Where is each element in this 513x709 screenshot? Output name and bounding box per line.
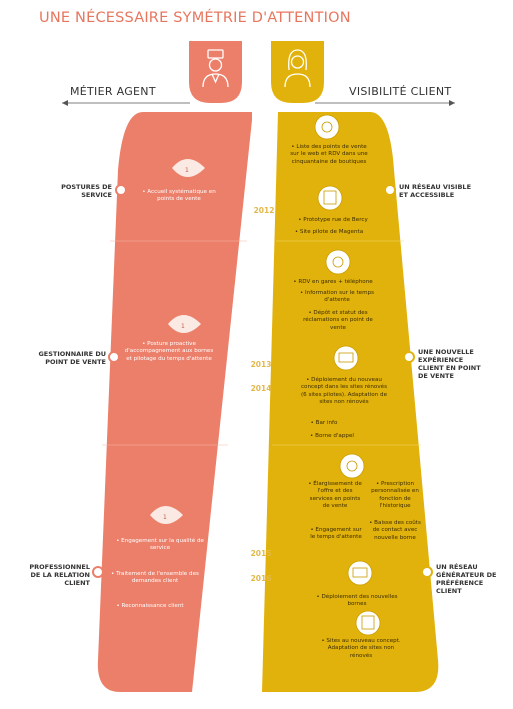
year-2013: 2013 [250, 360, 272, 369]
agent-avatar-box [189, 41, 242, 103]
agent-item-accueil: • Accueil systématique en points de vent… [142, 189, 216, 203]
client-item-nouveau-concept: • Sites au nouveau concept. Adaptation d… [321, 638, 401, 659]
agent-item-traitement: • Traitement de l'ensemble des demandes … [111, 571, 199, 585]
client-connectors [384, 184, 433, 578]
svg-text:1: 1 [163, 514, 167, 521]
agent-connectors [92, 184, 127, 578]
leaf-icon: 1 [168, 315, 201, 333]
client-item-engagement-temps: • Engagement sur le temps d'attente [310, 527, 362, 541]
right-label-1: UN RÉSEAU VISIBLE ET ACCESSIBLE [399, 183, 472, 199]
svg-text:1: 1 [185, 167, 189, 174]
agent-item-engagement: • Engagement sur la qualité de service [116, 538, 204, 552]
svg-text:1: 1 [181, 323, 185, 330]
year-2015: 2015 [250, 549, 272, 558]
laptop-icon [347, 560, 373, 586]
connector-dot-2 [108, 351, 120, 363]
agent-item-reconnaissance: • Reconnaissance client [116, 603, 184, 609]
connector-dot-4 [384, 184, 396, 196]
client-item-info-attente: • Information sur le temps d'attente [299, 290, 375, 304]
woman-face-icon [314, 114, 340, 140]
client-item-reclamations: • Dépôt et statut des réclamations en po… [303, 310, 373, 331]
left-label-2: GESTIONNAIRE DU POINT DE VENTE [38, 350, 106, 366]
agent-avatar-icon [202, 49, 229, 88]
client-item-deploiement: • Déploiement du nouveau concept dans le… [300, 377, 388, 405]
year-2012: 2012 [253, 206, 275, 215]
client-item-bornes: • Déploiement des nouvelles bornes [316, 594, 398, 608]
agent-column [97, 112, 252, 692]
woman-face-icon [339, 453, 365, 479]
client-avatar-icon [284, 49, 311, 88]
connector-dot-5 [403, 351, 415, 363]
right-arrow-head [449, 100, 455, 106]
right-label-3: UN RÉSEAU GÉNÉRATEUR DE PRÉFÉRENCE CLIEN… [436, 563, 497, 595]
left-arrow-head [62, 100, 68, 106]
client-item-bar-info: • Bar info [310, 420, 338, 426]
connector-dot-1 [115, 184, 127, 196]
left-header: MÉTIER AGENT [70, 85, 156, 98]
laptop-icon [333, 345, 359, 371]
year-2014: 2014 [250, 384, 272, 393]
client-item-elargissement: • Élargissement de l'offre et des servic… [308, 481, 362, 509]
client-item-borne-appel: • Borne d'appel [310, 433, 354, 439]
left-label-1: POSTURES DE SERVICE [61, 183, 112, 199]
agent-item-posture: • Posture proactive d'accompagnement aux… [124, 341, 214, 362]
connector-dot-3 [92, 566, 104, 578]
client-column [262, 112, 439, 692]
leaf-icon: 1 [172, 159, 205, 177]
right-label-2: UNE NOUVELLE EXPÉRIENCE CLIENT EN POINT … [418, 348, 481, 380]
left-label-3: PROFESSIONNEL DE LA RELATION CLIENT [29, 563, 90, 587]
woman-face-icon [325, 249, 351, 275]
leaf-icon: 1 [150, 506, 183, 524]
year-2016: 2016 [250, 574, 272, 583]
client-item-prototype: • Prototype rue de Bercy [298, 217, 368, 223]
client-item-magenta: • Site pilote de Magenta [294, 229, 364, 235]
page-title: UNE NÉCESSAIRE SYMÉTRIE D'ATTENTION [39, 10, 351, 26]
client-avatar-box [271, 41, 324, 103]
client-item-rdv: • RDV en gares + téléphone [293, 279, 373, 285]
building-icon [355, 610, 381, 636]
client-item-liste: • Liste des points de vente sur le web e… [290, 144, 368, 165]
right-header: VISIBILITÉ CLIENT [349, 85, 452, 98]
client-item-baisse-couts: • Baisse des coûts de contact avec nouve… [369, 520, 421, 541]
building-icon [317, 185, 343, 211]
client-item-prescription: • Prescription personnalisée en fonction… [371, 481, 419, 509]
connector-dot-6 [421, 566, 433, 578]
